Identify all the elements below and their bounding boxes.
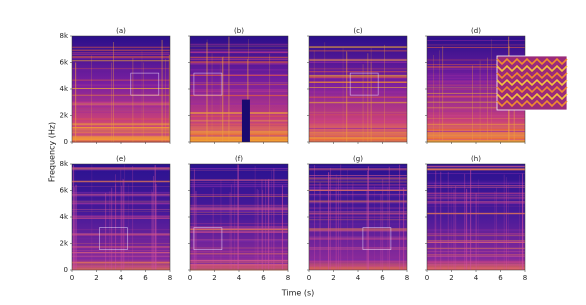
panel-title: (h) <box>471 155 481 163</box>
x-tick-label: 6 <box>380 274 385 282</box>
x-tick-label: 8 <box>405 274 409 282</box>
y-tick-label: 0 <box>64 266 68 274</box>
x-tick-label: 4 <box>356 274 361 282</box>
y-tick-label: 2k <box>59 240 68 248</box>
panel-title: (b) <box>234 27 244 35</box>
x-axis-label: Time (s) <box>281 289 315 298</box>
panel-title: (a) <box>116 27 126 35</box>
inset-zigzag <box>496 57 568 66</box>
highlight-box <box>130 72 160 96</box>
x-tick-label: 2 <box>331 274 335 282</box>
spectrogram-background <box>309 164 407 270</box>
x-tick-label: 4 <box>119 274 124 282</box>
y-tick-label: 6k <box>59 59 68 67</box>
x-tick-label: 4 <box>474 274 479 282</box>
highlight-box <box>349 72 379 96</box>
x-tick-label: 8 <box>286 274 290 282</box>
y-axis-label: Frequency (Hz) <box>48 122 57 182</box>
y-tick-label: 8k <box>59 160 68 168</box>
inset-zigzag <box>496 71 568 80</box>
x-tick-label: 2 <box>449 274 453 282</box>
inset-zigzag <box>496 64 568 73</box>
x-tick-label: 0 <box>425 274 429 282</box>
spectrogram-background <box>190 36 288 142</box>
y-tick-label: 8k <box>59 32 68 40</box>
spectrogram-background <box>427 164 525 270</box>
panel-title: (d) <box>471 27 481 35</box>
spectrogram-background <box>309 36 407 142</box>
panel-title: (c) <box>353 27 363 35</box>
highlight-box <box>362 227 392 250</box>
x-tick-label: 0 <box>70 274 74 282</box>
panels: (a) 0 2k 4k 6k 8k (b) (c) (d) (e) 0 2 4 6 8 0 2k 4k 6k 8k (f… <box>59 27 568 282</box>
inset-zigzag <box>496 92 568 101</box>
panel-title: (e) <box>116 155 126 163</box>
highlight-box <box>193 227 223 250</box>
x-tick-label: 4 <box>237 274 242 282</box>
x-tick-label: 2 <box>212 274 216 282</box>
silence <box>241 99 250 142</box>
y-tick-label: 0 <box>64 138 68 146</box>
panel-title: (g) <box>353 155 363 163</box>
x-tick-label: 0 <box>188 274 192 282</box>
x-tick-label: 6 <box>498 274 503 282</box>
highlight-box <box>193 72 223 96</box>
x-tick-label: 6 <box>143 274 148 282</box>
inset-zigzag <box>496 85 568 94</box>
x-tick-label: 0 <box>307 274 311 282</box>
x-tick-label: 6 <box>261 274 266 282</box>
spectrogram-background <box>190 164 288 270</box>
x-tick-label: 8 <box>168 274 172 282</box>
panel-title: (f) <box>235 155 243 163</box>
x-tick-label: 2 <box>94 274 98 282</box>
x-tick-label: 8 <box>523 274 527 282</box>
y-tick-label: 6k <box>59 187 68 195</box>
y-tick-label: 4k <box>59 213 68 221</box>
y-tick-label: 4k <box>59 85 68 93</box>
inset-zigzag <box>496 78 568 87</box>
highlight-box <box>99 227 128 250</box>
y-tick-label: 2k <box>59 112 68 120</box>
inset-zigzag <box>496 99 568 108</box>
